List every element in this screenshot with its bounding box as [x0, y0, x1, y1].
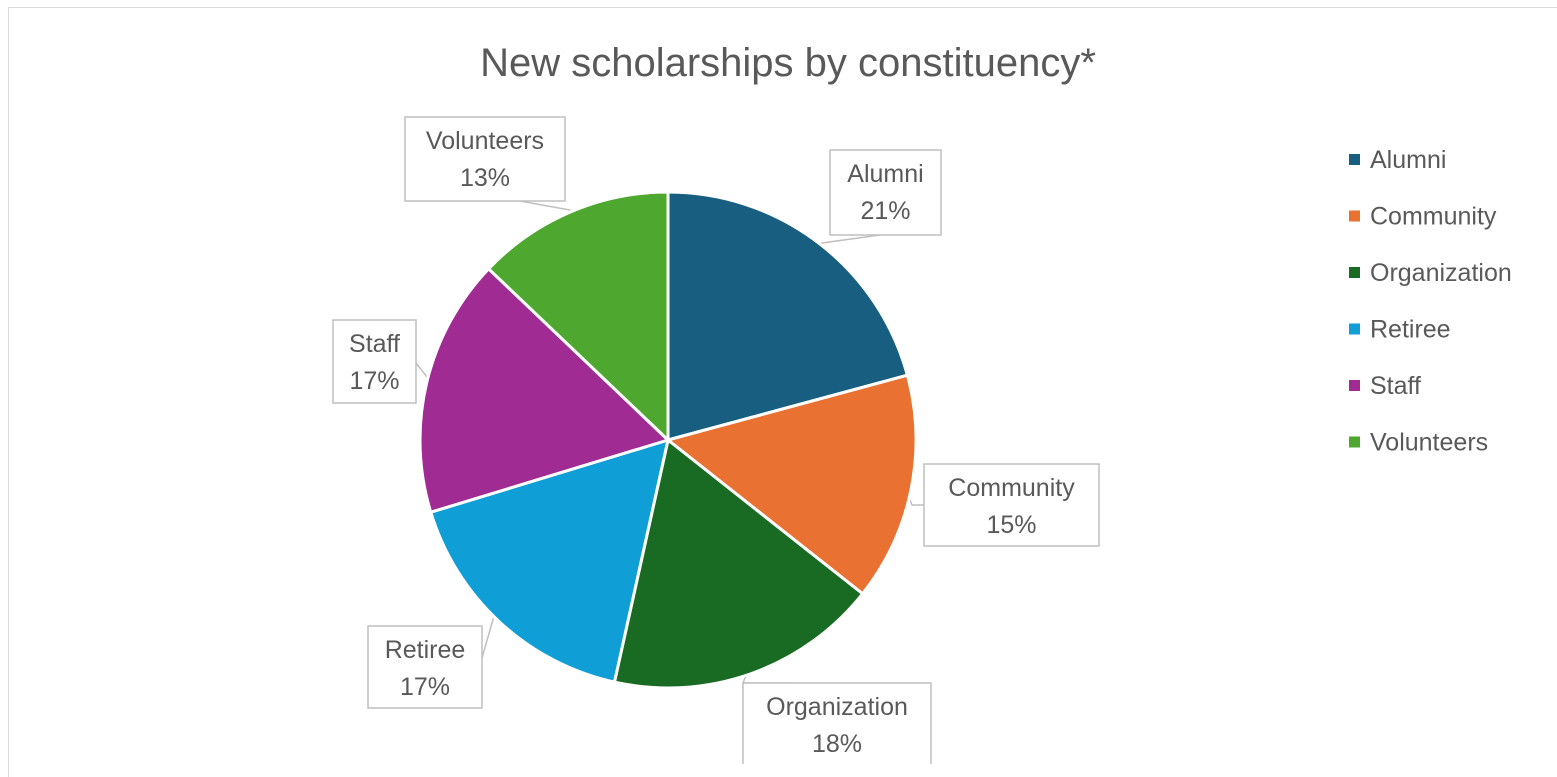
pie-slice-organization [612, 437, 865, 690]
legend: Alumni Community Organization Retiree Staff V… [1349, 146, 1512, 457]
data-label-box [829, 149, 942, 236]
legend-label: Community [1370, 203, 1497, 231]
legend-label: Volunteers [1370, 429, 1488, 457]
data-label-value: 17% [349, 367, 399, 395]
data-label-alumni: Alumni 21% [829, 149, 942, 236]
data-label-category: Staff [349, 330, 400, 358]
data-label-value: 15% [986, 511, 1036, 539]
legend-item-volunteers: Volunteers [1349, 429, 1488, 457]
legend-label: Retiree [1370, 316, 1451, 344]
data-label-value: 21% [860, 197, 910, 225]
data-label-category: Retiree [385, 636, 466, 664]
legend-item-community: Community [1349, 203, 1497, 231]
legend-label: Alumni [1370, 146, 1446, 174]
legend-label: Staff [1370, 372, 1421, 400]
chart-title: New scholarships by constituency* [480, 41, 1096, 85]
legend-item-alumni: Alumni [1349, 146, 1446, 174]
pie-slices [418, 190, 918, 690]
data-label-retiree: Retiree 17% [367, 625, 483, 709]
legend-swatch [1349, 380, 1360, 391]
pie-slice-community [664, 373, 918, 596]
data-label-category: Alumni [847, 160, 923, 188]
legend-swatch [1349, 323, 1360, 335]
data-label-organization: Organization 18% [742, 682, 932, 764]
data-label-box [332, 319, 417, 404]
legend-swatch [1349, 210, 1360, 222]
data-label-category: Organization [766, 693, 908, 721]
pie-slice-staff [418, 266, 671, 515]
data-label-value: 13% [460, 164, 510, 192]
data-label-box [923, 463, 1100, 547]
data-label-value: 18% [812, 730, 862, 758]
legend-swatch [1349, 267, 1360, 278]
data-labels: Alumni 21% Community 15% Organization 18% Reti… [332, 116, 1100, 764]
data-label-box [404, 116, 566, 202]
data-label-community: Community 15% [923, 463, 1100, 547]
data-label-volunteers: Volunteers 13% [404, 116, 566, 202]
leader-line-alumni [814, 234, 881, 249]
data-label-value: 17% [400, 673, 450, 701]
data-label-box [742, 682, 932, 764]
legend-label: Organization [1370, 259, 1512, 287]
legend-swatch [1349, 436, 1360, 448]
data-label-staff: Staff 17% [332, 319, 417, 404]
legend-swatch [1349, 154, 1360, 165]
data-label-box [367, 625, 483, 709]
legend-item-staff: Staff [1349, 372, 1421, 400]
pie-slice-alumni [666, 190, 910, 442]
pie-slice-retiree [428, 437, 671, 684]
data-label-category: Community [948, 474, 1075, 502]
legend-item-retiree: Retiree [1349, 316, 1451, 344]
pie-slice-volunteers [486, 190, 670, 444]
chart-frame [8, 7, 1557, 777]
data-label-category: Volunteers [426, 127, 544, 155]
legend-item-organization: Organization [1349, 259, 1512, 287]
